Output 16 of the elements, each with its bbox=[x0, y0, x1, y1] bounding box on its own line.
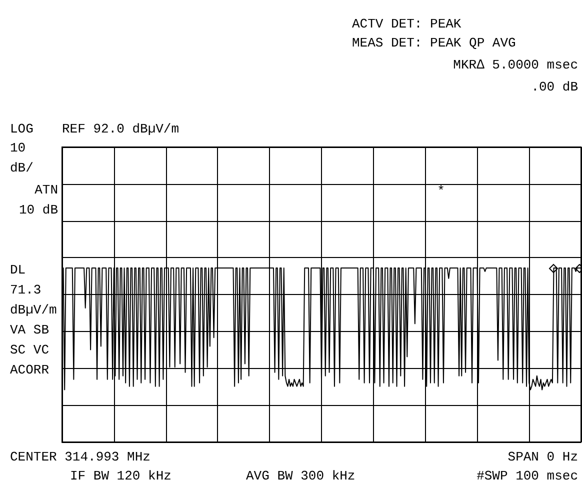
text: #SWP 100 msec bbox=[476, 468, 578, 483]
text: CENTER 314.993 MHz bbox=[10, 450, 150, 464]
text: ACTV DET: PEAK bbox=[352, 16, 462, 32]
text: MEAS DET: PEAK QP AVG bbox=[352, 36, 516, 50]
text: MKR∆ 5.0000 msec bbox=[453, 58, 578, 72]
text: VA SB SC VC ACORR bbox=[10, 322, 50, 378]
text: DL 71.3 dBµV/m bbox=[10, 262, 58, 318]
text: 10 dB/ bbox=[10, 140, 34, 176]
text: LOG bbox=[10, 122, 34, 136]
text: .00 dB bbox=[531, 80, 578, 94]
text: REF 92.0 dBµV/m bbox=[62, 122, 180, 136]
text: IF BW 120 kHz bbox=[70, 468, 172, 483]
text: SPAN 0 Hz bbox=[508, 450, 578, 464]
text: * bbox=[437, 184, 445, 198]
text: AVG BW 300 kHz bbox=[246, 468, 356, 483]
text: ATN 10 dB bbox=[18, 182, 58, 218]
